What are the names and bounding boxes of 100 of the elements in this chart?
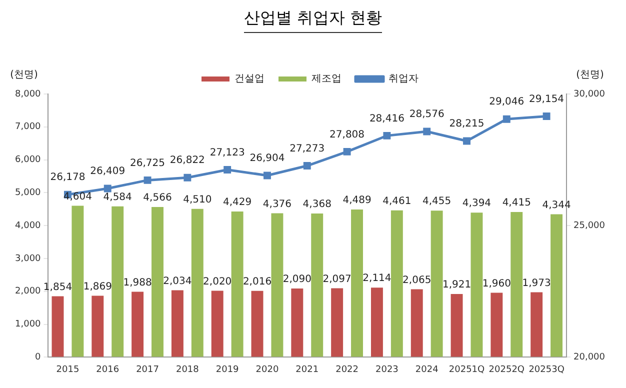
y-tick-label: 5,000	[15, 188, 42, 198]
data-label: 26,178	[50, 172, 86, 184]
y2-axis-title: (천명)	[576, 70, 604, 81]
x-tick-label: 20253Q	[528, 364, 564, 375]
data-label: 4,455	[422, 196, 452, 208]
data-label: 4,489	[342, 195, 372, 206]
data-label: 28,215	[449, 118, 484, 130]
data-label: 4,584	[103, 192, 132, 203]
data-label: 2,065	[402, 274, 432, 286]
data-label: 26,822	[170, 155, 205, 166]
y-tick-label: 8,000	[15, 89, 42, 100]
bar	[171, 290, 184, 357]
bar	[231, 211, 244, 357]
y-axis-title: (천명)	[10, 70, 38, 81]
point	[463, 137, 470, 145]
chart-title: 산업별 취업자 현황	[244, 8, 382, 33]
data-label: 4,566	[143, 192, 172, 204]
data-label: 2,020	[203, 276, 232, 288]
data-label: 4,376	[262, 198, 292, 210]
data-label: 27,808	[330, 129, 365, 140]
y-tick-label: 1,000	[15, 320, 42, 330]
y-tick-label: 2,000	[15, 286, 42, 297]
y2-tick-label: 25,000	[574, 220, 606, 231]
x-tick-label: 2019	[216, 364, 240, 375]
data-label: 2,097	[322, 274, 352, 285]
data-label: 4,368	[302, 199, 332, 210]
bar	[52, 296, 64, 357]
y-tick-label: 0	[35, 352, 42, 363]
x-tick-label: 2015	[56, 364, 80, 375]
point	[383, 132, 391, 140]
y-tick-label: 4,000	[15, 220, 42, 231]
data-label: 2,016	[242, 276, 272, 288]
bar	[490, 292, 503, 357]
data-label: 4,344	[542, 200, 571, 211]
x-tick-label: 20252Q	[488, 364, 525, 375]
data-label: 4,461	[382, 196, 412, 208]
data-label: 1,854	[43, 282, 72, 293]
y2-tick-label: 30,000	[574, 89, 606, 100]
data-label: 4,604	[63, 191, 92, 202]
bar	[132, 292, 144, 357]
legend-label: 취업자	[388, 74, 418, 85]
legend-label: 건설업	[234, 74, 264, 85]
data-label: 27,123	[210, 147, 245, 158]
y2-tick-label: 20,000	[574, 352, 606, 363]
bar	[450, 294, 463, 357]
data-label: 2,114	[362, 273, 392, 284]
y-tick-label: 6,000	[15, 155, 42, 166]
data-label: 26,409	[90, 166, 126, 178]
bar	[430, 210, 443, 357]
data-label: 1,921	[442, 280, 472, 291]
point	[144, 176, 152, 184]
x-tick-label: 20251Q	[448, 364, 485, 375]
data-label: 1,869	[83, 281, 112, 292]
data-label: 27,273	[290, 143, 325, 154]
bar	[92, 296, 104, 357]
x-tick-label: 2021	[296, 364, 319, 375]
bar	[311, 213, 324, 357]
bar	[152, 206, 164, 357]
data-label: 4,415	[502, 198, 531, 209]
y-tick-label: 7,000	[15, 122, 42, 132]
point	[343, 148, 351, 156]
bar	[291, 288, 304, 357]
data-label: 1,988	[123, 277, 152, 288]
point	[264, 172, 271, 180]
bar	[370, 288, 383, 357]
bar	[351, 210, 363, 357]
bar	[112, 206, 124, 357]
x-tick-label: 2023	[375, 364, 398, 375]
bar	[550, 214, 563, 357]
bar	[470, 212, 483, 357]
x-tick-label: 2016	[96, 364, 120, 375]
bar	[271, 213, 284, 357]
data-label: 26,904	[250, 153, 285, 164]
point	[502, 115, 510, 123]
x-tick-label: 2017	[136, 364, 159, 375]
data-label: 28,576	[409, 109, 444, 120]
data-label: 29,154	[529, 94, 564, 105]
bar	[72, 206, 84, 357]
point	[224, 166, 232, 174]
data-label: 4,394	[462, 198, 492, 210]
x-tick-label: 2020	[256, 364, 279, 375]
data-label: 26,725	[130, 158, 166, 169]
bar	[410, 289, 423, 357]
data-label: 28,416	[369, 113, 404, 124]
bar	[331, 288, 344, 357]
point	[542, 112, 550, 120]
data-label: 4,510	[183, 194, 212, 206]
data-label: 1,960	[482, 278, 511, 290]
data-label: 2,090	[282, 274, 312, 286]
data-label: 2,034	[163, 276, 192, 287]
data-label: 29,046	[489, 96, 524, 108]
point	[104, 184, 112, 192]
bar	[191, 208, 204, 357]
x-tick-label: 2018	[176, 364, 200, 375]
x-tick-label: 2024	[415, 364, 439, 375]
data-label: 4,429	[222, 197, 252, 208]
bar	[211, 290, 224, 357]
bar	[390, 210, 403, 357]
x-tick-label: 2022	[336, 364, 358, 375]
bar	[251, 290, 264, 357]
